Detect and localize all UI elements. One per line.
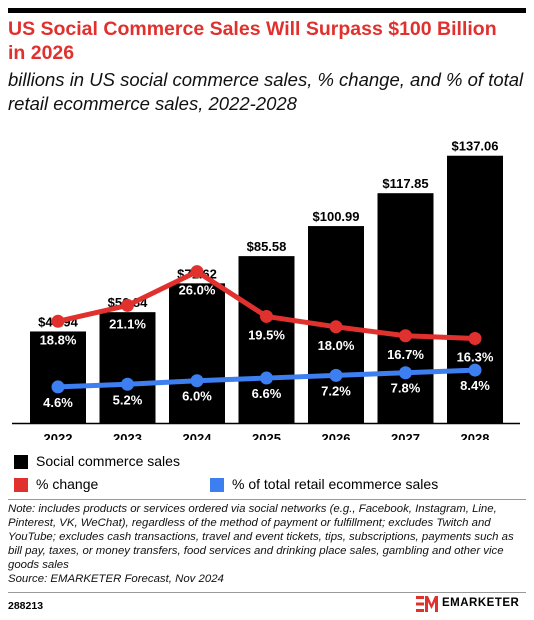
brand-name: EMARKETER xyxy=(442,597,520,609)
share-point-2026 xyxy=(329,368,343,382)
share-point-2023 xyxy=(121,377,134,391)
x-tick-label-2026: 2026 xyxy=(322,431,351,440)
footnote: Note: includes products or services orde… xyxy=(8,502,526,586)
share-point-2022 xyxy=(51,380,65,394)
note-text: Note: includes products or services orde… xyxy=(8,503,514,571)
share-label-2023: 5.2% xyxy=(113,392,143,407)
top-rule xyxy=(8,8,526,13)
chart-plot: $46.94$56.84$71.62$85.58$100.99$117.85$1… xyxy=(12,139,520,440)
share-point-2027 xyxy=(399,366,412,380)
bar-label-2025: $85.58 xyxy=(247,239,287,254)
x-tick-label-2024: 2024 xyxy=(183,431,213,440)
bar-2027 xyxy=(377,193,434,423)
change-label-2025: 19.5% xyxy=(248,327,285,342)
legend-swatch-sales xyxy=(14,455,28,469)
share-label-2024: 6.0% xyxy=(182,389,212,404)
share-label-2027: 7.8% xyxy=(391,381,421,396)
change-label-2028: 16.3% xyxy=(457,350,494,365)
x-tick-label-2025: 2025 xyxy=(252,431,281,440)
emarketer-logo-icon xyxy=(416,596,438,612)
legend-item-change: % change xyxy=(8,475,526,495)
change-point-2022 xyxy=(51,314,65,328)
change-point-2025 xyxy=(260,309,273,323)
share-point-2025 xyxy=(260,371,273,385)
bar-2025 xyxy=(238,256,295,423)
bar-2022 xyxy=(30,331,86,423)
legend-swatch-change xyxy=(14,478,28,492)
share-point-2024 xyxy=(190,374,204,388)
note-divider xyxy=(8,499,526,500)
bar-2024 xyxy=(169,283,225,423)
legend-item-sales: Social commerce sales xyxy=(8,452,526,472)
chart-id: 288213 xyxy=(8,600,44,612)
legend-label-change: % change xyxy=(36,476,99,492)
change-label-2023: 21.1% xyxy=(109,316,146,331)
change-label-2026: 18.0% xyxy=(318,338,355,353)
legend-item-share: % of total retail ecommerce sales xyxy=(210,475,510,495)
share-label-2025: 6.6% xyxy=(252,386,282,401)
change-point-2023 xyxy=(121,298,134,312)
bar-label-2028: $137.06 xyxy=(452,139,499,154)
legend-label-sales: Social commerce sales xyxy=(36,453,180,469)
share-point-2028 xyxy=(468,363,482,377)
change-point-2028 xyxy=(468,332,482,346)
bar-2028 xyxy=(447,155,503,423)
change-label-2022: 18.8% xyxy=(40,332,77,347)
x-tick-label-2028: 2028 xyxy=(461,431,490,440)
footer-divider xyxy=(8,592,526,593)
share-label-2026: 7.2% xyxy=(321,383,351,398)
source-text: Source: EMARKETER Forecast, Nov 2024 xyxy=(8,573,224,585)
change-point-2027 xyxy=(399,329,412,343)
bar-label-2026: $100.99 xyxy=(313,209,360,224)
chart-title: US Social Commerce Sales Will Surpass $1… xyxy=(8,18,497,64)
legend-swatch-share xyxy=(210,478,224,492)
bar-label-2027: $117.85 xyxy=(382,176,428,191)
bar-2023 xyxy=(99,312,156,423)
x-tick-label-2022: 2022 xyxy=(44,431,73,440)
change-point-2024 xyxy=(190,265,204,279)
change-point-2026 xyxy=(329,320,343,334)
x-tick-label-2027: 2027 xyxy=(391,431,420,440)
share-label-2022: 4.6% xyxy=(43,395,73,410)
share-label-2028: 8.4% xyxy=(460,378,490,393)
chart-subtitle: billions in US social commerce sales, % … xyxy=(8,69,524,114)
change-label-2027: 16.7% xyxy=(387,347,424,362)
legend-label-share: % of total retail ecommerce sales xyxy=(232,476,439,492)
change-label-2024: 26.0% xyxy=(179,283,216,298)
x-tick-label-2023: 2023 xyxy=(113,431,142,440)
